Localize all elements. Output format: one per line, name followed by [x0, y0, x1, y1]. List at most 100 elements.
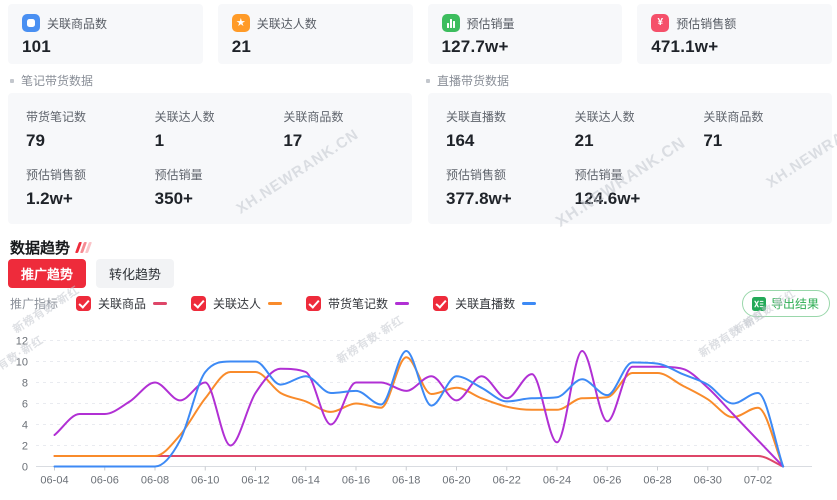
stat-value: 1.2w+: [26, 189, 73, 208]
live-data-card: 关联直播数 164 关联达人数 21 关联商品数 71 预估销售额 377.8w…: [428, 93, 832, 224]
bullet-icon: [426, 78, 430, 83]
stat-value: 17: [283, 131, 303, 150]
y-tick-label: 6: [22, 399, 28, 411]
checkbox-note[interactable]: [306, 296, 322, 311]
summary-card-value: 21: [231, 37, 252, 56]
x-tick-label: 07-02: [744, 475, 772, 487]
stat-label: 关联直播数: [446, 110, 507, 124]
legend-label-product: 关联商品: [98, 297, 147, 311]
checkbox-product[interactable]: [76, 296, 92, 311]
trend-title-text: 数据趋势: [10, 240, 71, 257]
stat-label: 关联达人数: [574, 110, 635, 124]
export-results-button[interactable]: 导出结果: [741, 290, 830, 317]
stat-label: 预估销售额: [446, 168, 507, 182]
y-tick-label: 10: [16, 357, 28, 369]
summary-card-label: 预估销售额: [676, 16, 737, 31]
stat-cell: 关联商品数 17: [283, 108, 412, 166]
stat-cell: 关联商品数 71: [703, 108, 832, 166]
spacer: [703, 166, 832, 224]
stat-cell: 预估销售额 1.2w+: [26, 166, 155, 224]
stat-value: 1: [154, 131, 165, 150]
red-slashes-icon: [75, 242, 93, 253]
live-section-title: 直播带货数据: [437, 74, 510, 88]
x-tick-label: 06-14: [292, 475, 320, 487]
stat-label: 关联商品数: [283, 110, 344, 124]
note-trend-line: [53, 350, 785, 468]
stat-cell: 关联达人数 21: [575, 108, 704, 166]
legend-dash-note: [395, 302, 410, 305]
stat-cell: 关联直播数 164: [446, 108, 575, 166]
product-icon: [22, 14, 40, 32]
stat-cell: 预估销量 124.6w+: [575, 166, 704, 224]
summary-card-sales-volume: 预估销量 127.7w+: [427, 4, 623, 64]
y-tick-label: 0: [22, 462, 28, 474]
summary-card-sales-amount: ¥ 预估销售额 471.1w+: [637, 4, 832, 64]
stat-value: 21: [574, 131, 594, 150]
legend-label-live: 关联直播数: [455, 297, 516, 311]
x-tick-label: 06-20: [442, 475, 470, 487]
summary-card-label: 关联商品数: [47, 16, 108, 31]
creator-trend-line: [53, 356, 785, 468]
x-tick-label: 06-16: [342, 475, 370, 487]
trend-line-chart[interactable]: 0 2 4 6 8 10 12 06-04 06-06 06-08 06-10 06-12 06-14 0…: [0, 320, 837, 500]
stat-label: 预估销售额: [26, 168, 87, 182]
stat-value: 377.8w+: [446, 189, 512, 208]
x-tick-label: 06-12: [241, 475, 269, 487]
live-trend-line: [53, 350, 785, 468]
legend-item-creator[interactable]: 关联达人: [191, 295, 283, 312]
legend-dash-product: [153, 302, 168, 305]
stat-label: 预估销量: [154, 168, 203, 182]
note-section-title: 笔记带货数据: [21, 74, 94, 88]
stat-label: 预估销量: [574, 168, 623, 182]
trend-tabs: 推广趋势 转化趋势: [8, 259, 175, 288]
tab-conversion-trend[interactable]: 转化趋势: [96, 259, 175, 288]
summary-card-creators: ★ 关联达人数 21: [217, 4, 413, 64]
product-trend-line: [53, 455, 785, 468]
x-tick-label: 06-18: [392, 475, 420, 487]
summary-card-value: 101: [22, 37, 51, 56]
x-tick-label: 06-10: [191, 475, 219, 487]
stat-label: 带货笔记数: [26, 110, 87, 124]
stat-cell: 预估销售额 377.8w+: [446, 166, 575, 224]
legend-item-note[interactable]: 带货笔记数: [306, 295, 410, 312]
summary-card-label: 预估销量: [466, 16, 515, 31]
stat-label: 关联达人数: [154, 110, 215, 124]
stat-value: 124.6w+: [574, 189, 641, 208]
legend-item-product[interactable]: 关联商品: [76, 295, 168, 312]
tab-promotion-trend[interactable]: 推广趋势: [8, 259, 87, 288]
note-data-card: 带货笔记数 79 关联达人数 1 关联商品数 17 预估销售额 1.2w+ 预估…: [8, 93, 412, 224]
export-button-label: 导出结果: [770, 297, 819, 311]
stat-value: 71: [703, 131, 723, 150]
legend-item-live[interactable]: 关联直播数: [433, 295, 537, 312]
x-tick-label: 06-24: [543, 475, 571, 487]
trend-section-title: 数据趋势: [10, 237, 93, 258]
summary-card-value: 127.7w+: [441, 37, 509, 56]
y-tick-label: 12: [16, 336, 28, 348]
y-tick-label: 4: [22, 420, 28, 432]
summary-card-products: 关联商品数 101: [8, 4, 203, 64]
stat-value: 79: [26, 131, 45, 150]
summary-card-label: 关联达人数: [256, 16, 317, 31]
y-tick-label: 8: [22, 378, 28, 390]
x-tick-label: 06-26: [593, 475, 621, 487]
summary-card-value: 471.1w+: [651, 37, 719, 56]
bullet-icon: [10, 78, 14, 83]
stat-value: 164: [446, 131, 475, 150]
summary-cards-row: 关联商品数 101 ★ 关联达人数 21 预估销量 127.7w+ ¥ 预估销售…: [8, 4, 832, 64]
star-icon: ★: [231, 14, 250, 32]
chart-controls-row: 推广指标 关联商品 关联达人 带货笔记数 关联直播数 导出结果: [10, 290, 830, 317]
checkbox-live[interactable]: [433, 296, 449, 311]
checkbox-creator[interactable]: [191, 296, 207, 311]
legend-label-creator: 关联达人: [213, 297, 262, 311]
note-section-header: 笔记带货数据: [10, 72, 93, 89]
stat-cell: 带货笔记数 79: [26, 108, 155, 166]
x-tick-label: 06-06: [91, 475, 119, 487]
stat-value: 350+: [154, 189, 193, 208]
sales-chart-icon: [441, 14, 460, 32]
money-icon: ¥: [651, 14, 670, 32]
x-tick-label: 06-08: [141, 475, 169, 487]
chart-legend: 关联商品 关联达人 带货笔记数 关联直播数: [76, 295, 560, 312]
y-tick-label: 2: [22, 441, 28, 453]
stat-cell: 关联达人数 1: [155, 108, 284, 166]
